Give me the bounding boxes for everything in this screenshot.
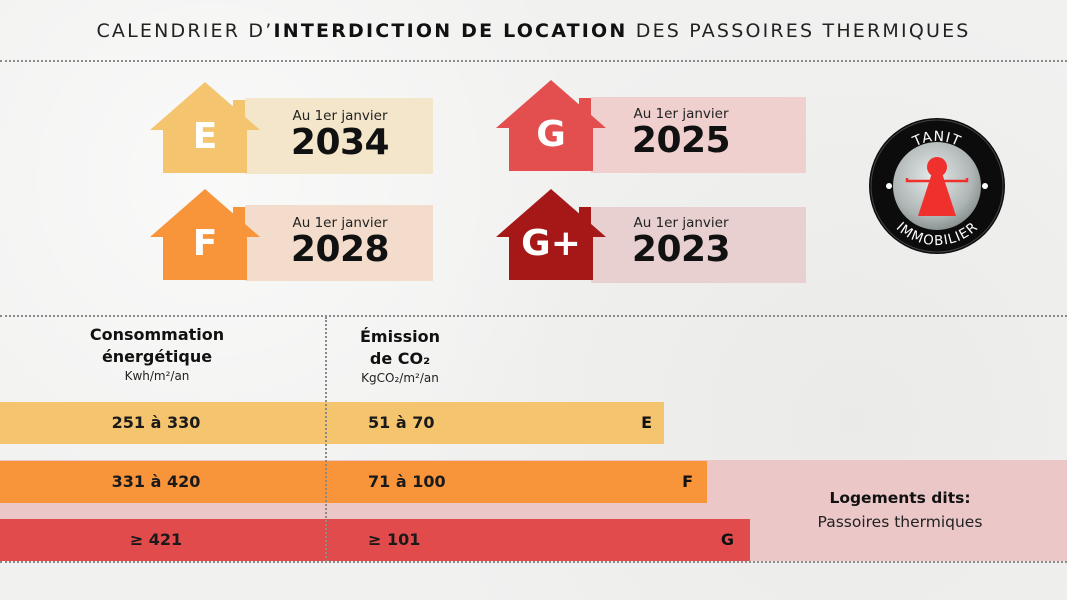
energy-range: 331 à 420 (111, 472, 201, 491)
co2-title-line1: Émission (360, 327, 440, 346)
class-letter: F (682, 472, 693, 491)
date-label: Au 1er janvier (633, 106, 729, 122)
legend-title: Logements dits: (829, 489, 971, 507)
card-background (245, 98, 433, 174)
card-background (245, 205, 433, 281)
card-text: Au 1er janvier 2028 (270, 215, 410, 269)
date-label: Au 1er janvier (633, 215, 729, 231)
energy-title-line2: énergétique (101, 347, 213, 366)
svg-text:TANIT: TANIT (910, 129, 964, 151)
card-text: Au 1er janvier 2023 (611, 215, 751, 269)
class-row-f: 331 à 420 71 à 100 F (0, 461, 707, 503)
header-divider (0, 60, 1067, 62)
section-divider (0, 315, 1067, 317)
deadline-year: 2034 (290, 122, 390, 163)
calendar-card-g: G Au 1er janvier 2025 (496, 78, 808, 178)
card-background (591, 207, 806, 283)
co2-range: 71 à 100 (368, 472, 446, 491)
house-class-letter: E (192, 116, 218, 157)
legend: Logements dits: Passoires thermiques (790, 486, 1010, 534)
date-label: Au 1er janvier (292, 108, 388, 124)
title-suffix: DES PASSOIRES THERMIQUES (627, 20, 971, 42)
energy-range: 251 à 330 (111, 413, 201, 432)
co2-column-header: Émission de CO₂ KgCO₂/m²/an (345, 326, 455, 386)
energy-title-line1: Consommation (89, 325, 225, 344)
co2-title-line2: de CO₂ (369, 349, 431, 368)
house-icon: G+ (496, 187, 606, 282)
title-prefix: CALENDRIER D’ (96, 20, 274, 42)
class-row-e: 251 à 330 51 à 70 E (0, 402, 664, 444)
house-icon: F (150, 187, 260, 282)
page-title: CALENDRIER D’INTERDICTION DE LOCATION DE… (0, 20, 1067, 42)
house-icon: E (150, 80, 260, 175)
logo-emblem-icon: TANIT IMMOBILIER (869, 118, 1005, 254)
energy-range: ≥ 421 (129, 530, 183, 549)
house-class-letter: G+ (521, 223, 581, 264)
bottom-divider (0, 561, 1067, 563)
legend-subtitle: Passoires thermiques (817, 513, 983, 531)
card-text: Au 1er janvier 2034 (270, 108, 410, 162)
date-label: Au 1er janvier (292, 215, 388, 231)
deadline-year: 2028 (290, 229, 390, 270)
house-icon: G (496, 78, 606, 173)
co2-unit: KgCO₂/m²/an (361, 371, 439, 385)
energy-unit: Kwh/m²/an (124, 369, 190, 383)
house-class-letter: F (192, 223, 218, 264)
deadline-year: 2023 (631, 229, 731, 270)
deadline-year: 2025 (631, 120, 731, 161)
co2-range: 51 à 70 (368, 413, 435, 432)
class-letter: G (720, 530, 734, 549)
calendar-card-e: E Au 1er janvier 2034 (150, 80, 435, 180)
class-letter: E (641, 413, 652, 432)
column-divider (325, 317, 327, 562)
card-text: Au 1er janvier 2025 (611, 106, 751, 160)
card-background (591, 97, 806, 173)
energy-column-header: Consommation énergétique Kwh/m²/an (57, 324, 257, 384)
co2-range: ≥ 101 (368, 530, 421, 549)
title-bold: INTERDICTION DE LOCATION (273, 20, 628, 42)
house-class-letter: G (536, 114, 566, 155)
tanit-immobilier-logo: TANIT IMMOBILIER (868, 117, 1006, 255)
calendar-card-g-plus: G+ Au 1er janvier 2023 (496, 187, 808, 287)
class-row-g: ≥ 421 ≥ 101 G (0, 519, 750, 561)
calendar-card-f: F Au 1er janvier 2028 (150, 187, 435, 287)
